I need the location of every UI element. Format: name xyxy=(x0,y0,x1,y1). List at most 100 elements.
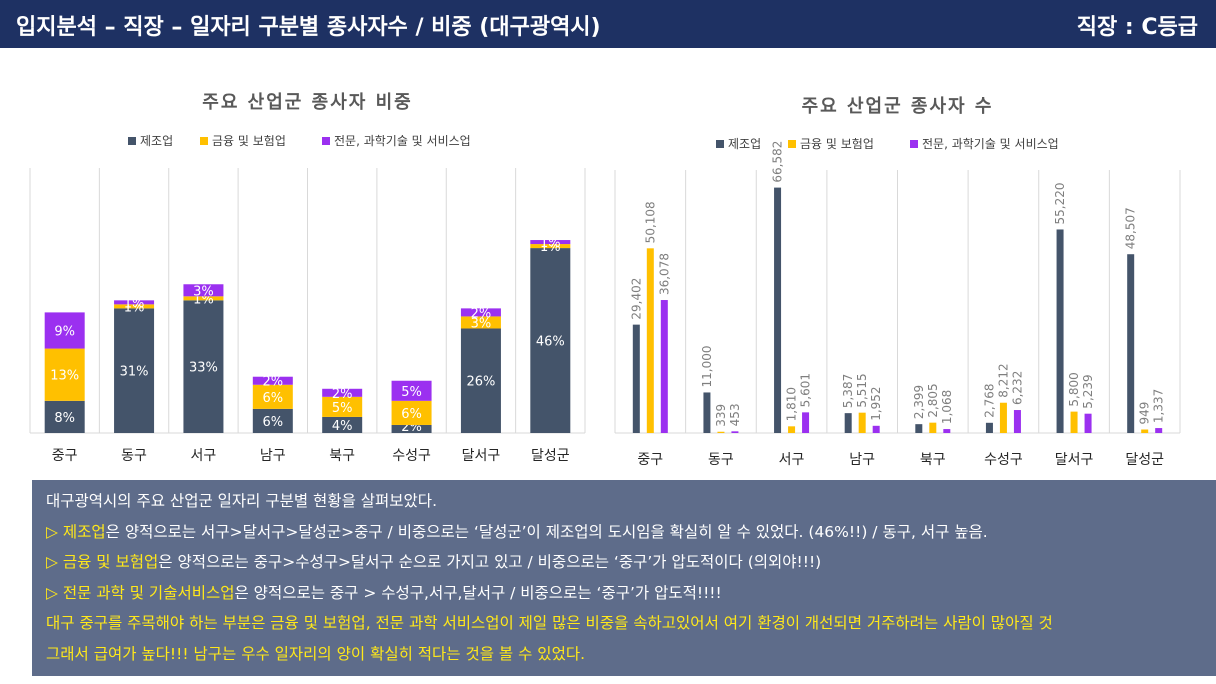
finance-text: 은 양적으로는 중구>수성구>달서구 순으로 가지고 있고 / 비중으로는 ‘중… xyxy=(158,553,822,571)
data-label-finance: 2,805 xyxy=(926,383,940,417)
data-label-finance: 5,515 xyxy=(855,373,869,407)
bar-finance xyxy=(788,426,796,433)
bar-finance xyxy=(322,396,363,417)
data-label-manufacturing: 26% xyxy=(466,375,495,390)
data-label-professional: 1% xyxy=(540,236,561,251)
data-label-manufacturing: 8% xyxy=(54,411,75,426)
data-label-finance: 6% xyxy=(401,407,422,422)
data-label-finance: 3% xyxy=(471,316,492,331)
summary-line-manufacturing: ▷ 제조업은 양적으로는 서구>달서구>달성군>중구 / 비중으로는 ‘달성군’… xyxy=(46,517,1202,548)
data-label-manufacturing: 29,402 xyxy=(629,278,643,320)
x-tick-label: 달서구 xyxy=(1055,452,1094,468)
summary-conclusion-1: 대구 중구를 주목해야 하는 부분은 금융 및 보험업, 전문 과학 서비스업이… xyxy=(46,614,1053,632)
data-label-professional: 2% xyxy=(263,375,284,390)
bar-finance xyxy=(183,296,224,301)
bar-manufacturing xyxy=(632,324,640,433)
legend-swatch-finance xyxy=(200,137,208,145)
legend-swatch-professional xyxy=(322,137,330,145)
x-tick-label: 북구 xyxy=(920,452,946,468)
page-title: 입지분석 – 직장 – 일자리 구분별 종사자수 / 비중 (대구광역시) xyxy=(16,15,601,40)
data-label-finance: 5,800 xyxy=(1067,372,1081,406)
data-label-manufacturing: 6% xyxy=(263,415,284,430)
bar-finance xyxy=(44,348,85,401)
legend-swatch-manufacturing xyxy=(128,137,136,145)
bar-professional xyxy=(114,300,155,305)
bar-professional xyxy=(530,240,571,245)
bar-manufacturing xyxy=(252,408,293,433)
data-label-manufacturing: 2,768 xyxy=(982,383,996,417)
bar-professional xyxy=(1084,413,1092,433)
x-tick-label: 북구 xyxy=(329,448,355,464)
bar-manufacturing xyxy=(1127,254,1135,433)
data-label-finance: 339 xyxy=(714,404,728,427)
data-label-manufacturing: 33% xyxy=(189,361,218,376)
summary-conclusion-2: 그래서 급여가 높다!!! 남구는 우수 일자리의 양이 확실히 적다는 것을 … xyxy=(46,644,586,663)
x-tick-label: 중구 xyxy=(637,452,663,468)
data-label-professional: 1,068 xyxy=(940,390,954,424)
summary-line-finance: ▷ 금융 및 보험업은 양적으로는 중구>수성구>달서구 순으로 가지고 있고 … xyxy=(46,547,1202,578)
bar-finance xyxy=(858,412,866,433)
bar-professional xyxy=(731,431,739,433)
professional-text: 은 양적으로는 중구 > 수성구,서구,달서구 / 비중으로는 ‘중구’가 압도… xyxy=(234,583,722,602)
bar-finance xyxy=(646,248,654,433)
data-label-finance: 949 xyxy=(1138,402,1152,425)
bar-manufacturing xyxy=(774,187,782,433)
chart-title: 주요 산업군 종사자 비중 xyxy=(202,92,412,113)
manufacturing-text: 은 양적으로는 서구>달서구>달성군>중구 / 비중으로는 ‘달성군’이 제조업… xyxy=(105,522,988,541)
finance-label: ▷ 금융 및 보험업 xyxy=(46,553,159,571)
x-tick-label: 서구 xyxy=(191,448,217,464)
bar-finance xyxy=(114,304,155,309)
bar-finance xyxy=(1070,411,1078,433)
data-label-manufacturing: 55,220 xyxy=(1053,182,1067,224)
count-chart: 주요 산업군 종사자 수 제조업 금융 및 보험업 전문, 과학기술 및 서비스업 29… xyxy=(614,96,1181,468)
share-chart: 주요 산업군 종사자 비중 제조업 금융 및 보험업 전문, 과학기술 및 서비스업 8… xyxy=(0,0,600,484)
data-label-finance: 6% xyxy=(263,391,284,406)
legend-label-finance: 금융 및 보험업 xyxy=(800,137,874,151)
bar-finance xyxy=(1141,429,1149,433)
bar-finance xyxy=(717,431,725,433)
bar-finance xyxy=(929,422,937,433)
manufacturing-label: ▷ 제조업 xyxy=(46,522,106,541)
data-label-manufacturing: 2,399 xyxy=(912,385,926,419)
data-label-manufacturing: 4% xyxy=(332,419,353,434)
data-label-professional: 9% xyxy=(54,324,75,339)
bar-professional xyxy=(660,300,668,433)
bar-manufacturing xyxy=(1056,229,1064,433)
data-label-professional: 5,601 xyxy=(799,373,813,407)
legend-swatch-manufacturing xyxy=(716,140,724,148)
bar-manufacturing xyxy=(44,400,85,433)
data-label-professional: 3% xyxy=(193,284,214,299)
bar-manufacturing xyxy=(985,422,993,433)
bar-finance xyxy=(391,400,432,425)
bar-finance xyxy=(999,402,1007,433)
bar-professional xyxy=(943,429,951,433)
bar-professional xyxy=(391,380,432,401)
x-tick-label: 수성구 xyxy=(984,452,1023,468)
data-label-professional: 36,078 xyxy=(657,253,671,295)
professional-label: ▷ 전문 과학 및 기술서비스업 xyxy=(46,583,235,602)
summary-line-professional: ▷ 전문 과학 및 기술서비스업은 양적으로는 중구 > 수성구,서구,달서구 … xyxy=(46,578,1202,609)
x-tick-label: 동구 xyxy=(708,452,734,468)
legend-swatch-professional xyxy=(910,140,918,148)
legend-label-professional: 전문, 과학기술 및 서비스업 xyxy=(334,134,471,148)
bar-professional xyxy=(1013,410,1021,433)
data-label-manufacturing: 66,582 xyxy=(771,141,785,183)
bar-manufacturing xyxy=(530,248,571,433)
data-label-finance: 1,810 xyxy=(785,387,799,421)
legend-label-manufacturing: 제조업 xyxy=(140,134,173,148)
x-tick-label: 중구 xyxy=(52,448,78,464)
data-label-manufacturing: 11,000 xyxy=(700,345,714,387)
data-label-finance: 5% xyxy=(332,401,353,416)
header-bar: 입지분석 – 직장 – 일자리 구분별 종사자수 / 비중 (대구광역시) 직장… xyxy=(0,0,1216,48)
bar-finance xyxy=(460,316,501,329)
bar-professional xyxy=(1155,428,1163,433)
x-tick-label: 수성구 xyxy=(392,448,431,464)
data-label-manufacturing: 31% xyxy=(120,365,149,380)
bar-finance xyxy=(252,384,293,409)
data-label-finance: 13% xyxy=(50,369,79,384)
bar-manufacturing xyxy=(391,424,432,433)
x-tick-label: 서구 xyxy=(779,452,805,468)
chart-title: 주요 산업군 종사자 수 xyxy=(802,96,994,117)
data-label-professional: 6,232 xyxy=(1010,371,1024,405)
